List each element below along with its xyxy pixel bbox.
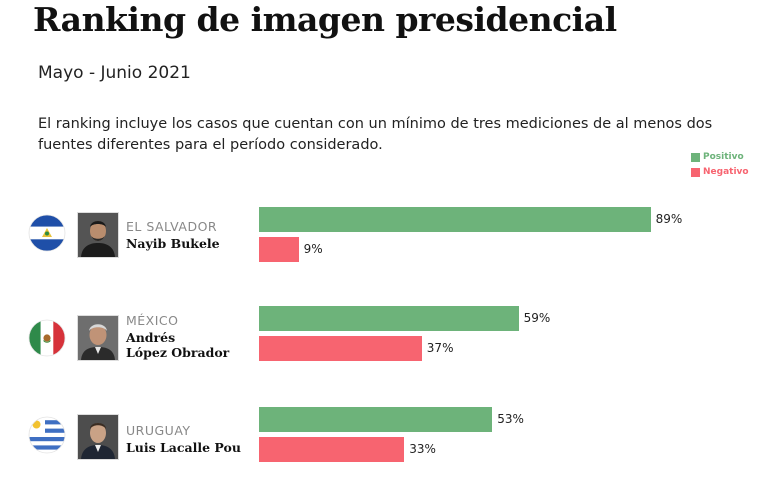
chart-row-el-salvador: EL SALVADOR Nayib Bukele 89% 9% <box>0 204 768 270</box>
leader-name: Andrés López Obrador <box>126 330 229 360</box>
andres-lopez-obrador-portrait <box>77 315 119 361</box>
bar-negativo <box>259 336 422 361</box>
chart-title: Ranking de imagen presidencial <box>33 0 617 39</box>
legend-label-negativo: Negativo <box>703 167 749 177</box>
value-label-positivo: 59% <box>523 311 551 325</box>
chart-row-uruguay: URUGUAY Luis Lacalle Pou 53% 33% <box>0 404 768 470</box>
mexico-flag-icon <box>28 319 66 357</box>
value-label-positivo: 53% <box>497 412 524 426</box>
leader-name-line: Luis Lacalle Pou <box>126 440 241 455</box>
bar-positivo <box>259 306 519 331</box>
legend-swatch-positivo <box>691 152 700 162</box>
country-label: EL SALVADOR <box>126 219 218 234</box>
country-label: MÉXICO <box>126 313 179 328</box>
value-label-negativo: 37% <box>426 341 454 355</box>
legend-item-negativo: Negativo <box>691 167 749 177</box>
chart-subtitle: Mayo - Junio 2021 <box>38 63 191 83</box>
leader-name-line: Nayib Bukele <box>126 236 220 251</box>
legend-label-positivo: Positivo <box>703 152 744 162</box>
chart-row-mexico: MÉXICO Andrés López Obrador 59% 37% <box>0 303 768 369</box>
luis-lacalle-pou-portrait <box>77 414 119 460</box>
leader-name: Nayib Bukele <box>126 236 220 251</box>
legend-item-positivo: Positivo <box>691 152 744 162</box>
bar-negativo <box>259 237 299 262</box>
leader-name: Luis Lacalle Pou <box>126 440 241 455</box>
value-label-positivo: 89% <box>655 212 683 226</box>
chart-description: El ranking incluye los casos que cuentan… <box>38 116 713 153</box>
uruguay-flag-icon <box>28 416 66 454</box>
bar-negativo <box>259 437 405 462</box>
legend-swatch-negativo <box>691 167 700 177</box>
leader-name-line: Andrés <box>126 330 176 345</box>
value-label-negativo: 33% <box>409 442 436 456</box>
country-label: URUGUAY <box>126 423 191 438</box>
value-label-negativo: 9% <box>303 242 323 256</box>
nayib-bukele-portrait <box>77 212 119 258</box>
leader-name-line: López Obrador <box>126 345 230 360</box>
el-salvador-flag-icon <box>28 214 66 252</box>
bar-positivo <box>259 407 493 432</box>
bar-positivo <box>259 207 651 232</box>
